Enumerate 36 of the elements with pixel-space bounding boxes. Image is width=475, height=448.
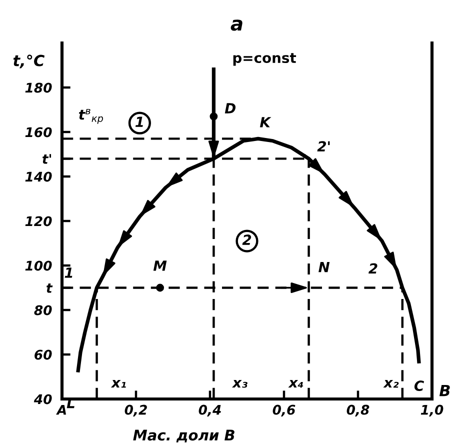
x-tick-label: A [56,404,66,415]
annotation: 2 [368,263,378,274]
annotation: C [414,380,424,392]
x-tick-label: 0,4 [198,404,221,416]
x-tick-label: 0,2 [124,404,147,416]
chart-title: а [230,20,242,31]
annotation: x₃ [232,380,248,388]
annotation: x₁ [110,380,126,388]
annotation: x₄ [288,380,304,388]
y-tick-label: 180 [25,82,52,93]
x-axis-title: Мас. доли В [133,430,234,442]
annotation: x₂ [383,380,399,388]
y-tick-label: t [46,284,53,293]
annotation: N [318,262,330,272]
y-tick-label: t' [42,154,52,164]
annotation: 2 [242,234,252,245]
annotation: 2' [317,141,330,152]
y-axis-title: t,°C [13,54,45,68]
x-tick-label: 1,0 [420,404,444,416]
annotation: M [153,260,167,271]
text: B [439,384,450,396]
y-tick-label: 100 [25,260,52,271]
annotation: 1 [64,268,72,278]
y-tick-label: 160 [25,127,52,138]
y-tick-label: 40 [34,394,52,404]
annotation: 1 [135,116,143,127]
y-tick-label: 60 [34,350,52,360]
annotation: K [260,117,272,128]
y-tick-label: 120 [25,216,52,226]
text: p=const [233,53,296,66]
y-tick-label: 140 [25,172,52,182]
x-tick-label: 0,8 [346,404,370,416]
y-tick-label: 80 [34,305,52,316]
annotation: D [224,103,236,114]
annotation: t$^{в}$$_{кр}$ [78,108,103,124]
x-tick-label: 0,6 [272,404,296,416]
